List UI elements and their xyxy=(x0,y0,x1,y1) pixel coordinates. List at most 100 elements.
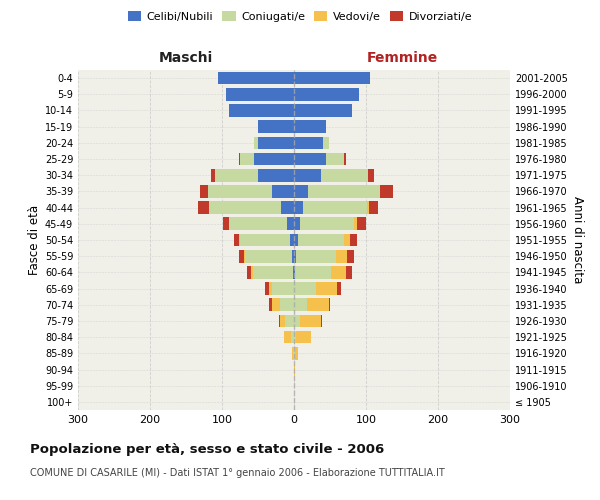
Text: Femmine: Femmine xyxy=(367,51,437,65)
Bar xyxy=(280,298,294,311)
Bar xyxy=(294,136,323,149)
Bar xyxy=(272,282,294,295)
Bar xyxy=(294,104,352,117)
Y-axis label: Fasce di età: Fasce di età xyxy=(28,205,41,275)
Bar xyxy=(316,282,337,295)
Bar xyxy=(223,218,229,230)
Bar xyxy=(200,185,208,198)
Bar xyxy=(294,72,370,85)
Bar xyxy=(280,314,286,328)
Bar xyxy=(269,298,272,311)
Legend: Celibi/Nubili, Coniugati/e, Vedovi/e, Divorziati/e: Celibi/Nubili, Coniugati/e, Vedovi/e, Di… xyxy=(124,8,476,25)
Bar xyxy=(198,202,209,214)
Bar xyxy=(326,152,344,166)
Bar xyxy=(300,314,322,328)
Text: Maschi: Maschi xyxy=(159,51,213,65)
Bar xyxy=(367,202,369,214)
Bar xyxy=(287,218,294,230)
Bar xyxy=(307,298,329,311)
Bar xyxy=(294,152,326,166)
Bar xyxy=(218,72,294,85)
Bar xyxy=(240,234,290,246)
Bar xyxy=(294,202,302,214)
Bar xyxy=(302,202,367,214)
Bar xyxy=(350,234,358,246)
Bar xyxy=(279,314,280,328)
Bar xyxy=(258,136,294,149)
Bar xyxy=(296,250,336,262)
Bar xyxy=(298,234,344,246)
Bar xyxy=(346,266,352,278)
Bar xyxy=(292,347,293,360)
Bar xyxy=(251,266,253,278)
Bar xyxy=(331,266,346,278)
Bar xyxy=(293,266,294,278)
Bar xyxy=(294,314,300,328)
Y-axis label: Anni di nascita: Anni di nascita xyxy=(571,196,584,284)
Bar xyxy=(294,185,308,198)
Bar xyxy=(247,266,251,278)
Bar xyxy=(239,152,240,166)
Bar xyxy=(208,185,272,198)
Bar xyxy=(336,250,347,262)
Bar xyxy=(290,234,294,246)
Bar xyxy=(215,169,258,181)
Bar xyxy=(239,234,240,246)
Bar xyxy=(294,298,307,311)
Bar xyxy=(272,185,294,198)
Bar xyxy=(337,282,341,295)
Bar xyxy=(329,298,330,311)
Bar xyxy=(234,234,239,246)
Bar xyxy=(323,136,329,149)
Bar xyxy=(347,250,354,262)
Bar xyxy=(286,314,294,328)
Bar xyxy=(294,331,296,344)
Bar xyxy=(380,185,394,198)
Bar xyxy=(229,104,294,117)
Bar xyxy=(295,347,298,360)
Bar xyxy=(344,234,350,246)
Bar xyxy=(294,88,359,101)
Bar xyxy=(211,169,215,181)
Bar xyxy=(308,185,380,198)
Bar xyxy=(269,282,272,295)
Bar xyxy=(254,136,258,149)
Bar xyxy=(294,282,316,295)
Bar xyxy=(294,266,295,278)
Text: COMUNE DI CASARILE (MI) - Dati ISTAT 1° gennaio 2006 - Elaborazione TUTTITALIA.I: COMUNE DI CASARILE (MI) - Dati ISTAT 1° … xyxy=(30,468,445,477)
Bar xyxy=(294,250,296,262)
Bar xyxy=(244,250,245,262)
Bar xyxy=(368,169,374,181)
Bar xyxy=(281,202,294,214)
Bar xyxy=(239,250,244,262)
Bar xyxy=(295,266,331,278)
Bar xyxy=(291,331,294,344)
Bar xyxy=(294,120,326,133)
Bar xyxy=(344,152,346,166)
Bar xyxy=(358,218,366,230)
Bar xyxy=(229,218,287,230)
Bar xyxy=(369,202,377,214)
Bar xyxy=(254,152,294,166)
Bar xyxy=(245,250,292,262)
Bar xyxy=(292,250,294,262)
Bar xyxy=(258,169,294,181)
Bar xyxy=(253,266,293,278)
Bar xyxy=(322,169,368,181)
Text: Popolazione per età, sesso e stato civile - 2006: Popolazione per età, sesso e stato civil… xyxy=(30,442,384,456)
Bar xyxy=(294,169,322,181)
Bar xyxy=(226,88,294,101)
Bar xyxy=(258,120,294,133)
Bar xyxy=(209,202,281,214)
Bar xyxy=(296,331,311,344)
Bar xyxy=(294,347,295,360)
Bar xyxy=(294,363,295,376)
Bar xyxy=(240,152,254,166)
Bar xyxy=(354,218,358,230)
Bar xyxy=(265,282,269,295)
Bar xyxy=(294,218,300,230)
Bar xyxy=(272,298,280,311)
Bar xyxy=(293,347,294,360)
Bar xyxy=(284,331,291,344)
Bar xyxy=(294,234,298,246)
